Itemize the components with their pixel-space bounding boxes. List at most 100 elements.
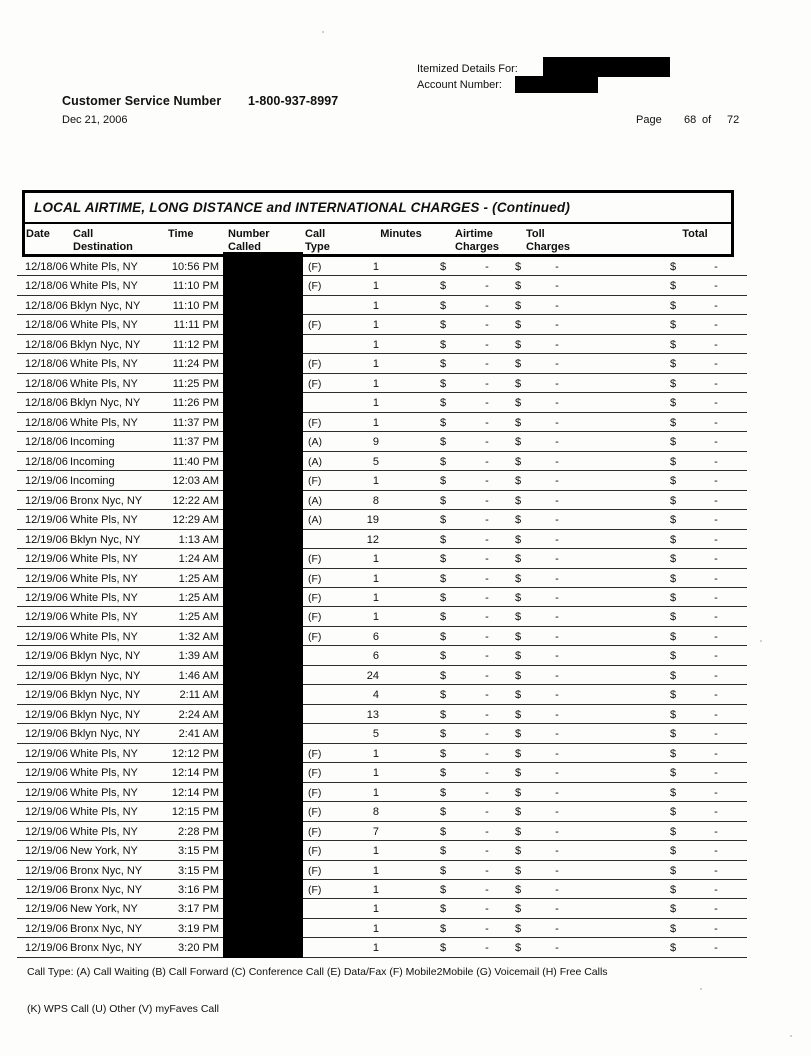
- table-row: 12/18/06 Bklyn Nyc, NY 11:26 PM 1 $ - $ …: [17, 393, 747, 413]
- cell-date: 12/18/06: [25, 436, 68, 449]
- cell-date: 12/19/06: [25, 786, 68, 799]
- table-row: 12/19/06 Bronx Nyc, NY 3:16 PM (F) 1 $ -…: [17, 880, 747, 900]
- cell-airtime-currency: $: [440, 786, 447, 799]
- cell-airtime-amount: -: [485, 728, 489, 741]
- call-type-legend-line1: Call Type: (A) Call Waiting (B) Call For…: [27, 966, 608, 978]
- cell-total-amount: -: [714, 416, 718, 429]
- cell-time: 11:40 PM: [172, 455, 219, 468]
- cell-airtime-amount: -: [485, 708, 489, 721]
- cell-call-destination: New York, NY: [70, 845, 138, 858]
- cell-minutes: 1: [372, 942, 379, 955]
- cell-airtime-amount: -: [485, 261, 489, 273]
- cell-toll-currency: $: [515, 747, 522, 760]
- cell-date: 12/19/06: [25, 903, 68, 916]
- cell-total-currency: $: [670, 942, 677, 955]
- cell-toll-amount: -: [555, 397, 559, 410]
- cell-minutes: 1: [372, 864, 379, 877]
- table-row: 12/18/06 Incoming 11:37 PM (A) 9 $ - $ -…: [17, 432, 747, 452]
- cell-airtime-amount: -: [485, 533, 489, 546]
- table-row: 12/19/06 Bklyn Nyc, NY 2:41 AM 5 $ - $ -…: [17, 724, 747, 744]
- table-row: 12/19/06 White Pls, NY 12:14 PM (F) 1 $ …: [17, 783, 747, 803]
- cell-time: 2:28 PM: [178, 825, 219, 838]
- cell-date: 12/18/06: [25, 455, 68, 468]
- cell-airtime-currency: $: [440, 280, 447, 293]
- cell-airtime-amount: -: [485, 747, 489, 760]
- column-header-minutes: Minutes: [380, 228, 422, 240]
- cell-total-currency: $: [670, 806, 677, 819]
- call-type-legend-line2: (K) WPS Call (U) Other (V) myFaves Call: [27, 1003, 219, 1015]
- cell-call-destination: White Pls, NY: [70, 825, 138, 838]
- cell-toll-currency: $: [515, 358, 522, 371]
- cell-date: 12/19/06: [25, 514, 68, 527]
- table-row: 12/19/06 Bklyn Nyc, NY 1:13 AM 12 $ - $ …: [17, 530, 747, 550]
- cell-time: 1:13 AM: [178, 533, 219, 546]
- cell-date: 12/19/06: [25, 669, 68, 682]
- cell-toll-currency: $: [515, 728, 522, 741]
- cell-time: 1:25 AM: [178, 572, 219, 585]
- table-row: 12/18/06 White Pls, NY 10:56 PM (F) 1 $ …: [17, 257, 747, 277]
- cell-time: 2:11 AM: [179, 689, 219, 702]
- column-header-call-type: Call Type: [305, 228, 330, 253]
- cell-airtime-currency: $: [440, 475, 447, 488]
- cell-toll-currency: $: [515, 845, 522, 858]
- cell-toll-amount: -: [555, 514, 559, 527]
- cell-call-destination: White Pls, NY: [70, 611, 138, 624]
- cell-toll-amount: -: [555, 884, 559, 896]
- table-row: 12/19/06 Bklyn Nyc, NY 1:39 AM 6 $ - $ -…: [17, 646, 747, 666]
- cell-date: 12/19/06: [25, 591, 68, 604]
- cell-date: 12/19/06: [25, 553, 68, 566]
- cell-call-destination: Bronx Nyc, NY: [70, 864, 143, 877]
- cell-time: 12:15 PM: [171, 806, 219, 819]
- cell-airtime-currency: $: [440, 572, 447, 585]
- cell-airtime-amount: -: [485, 825, 489, 838]
- cell-airtime-amount: -: [485, 397, 489, 410]
- cell-minutes: 6: [372, 650, 379, 663]
- cell-minutes: 9: [372, 436, 379, 449]
- cell-date: 12/18/06: [25, 397, 68, 410]
- cell-minutes: 1: [372, 299, 379, 312]
- cell-time: 3:20 PM: [178, 942, 219, 955]
- cell-toll-amount: -: [555, 455, 559, 468]
- table-row: 12/19/06 White Pls, NY 12:15 PM (F) 8 $ …: [17, 802, 747, 822]
- cell-total-amount: -: [714, 572, 718, 585]
- cell-airtime-currency: $: [440, 358, 447, 371]
- charges-table-body: 12/18/06 White Pls, NY 10:56 PM (F) 1 $ …: [17, 257, 747, 958]
- cell-time: 2:41 AM: [178, 728, 219, 741]
- cell-time: 11:24 PM: [172, 358, 219, 371]
- cell-minutes: 1: [372, 747, 379, 760]
- cell-call-type: (A): [308, 494, 322, 507]
- cell-call-destination: New York, NY: [70, 903, 138, 916]
- cell-time: 1:25 AM: [178, 591, 219, 604]
- cell-airtime-amount: -: [485, 767, 489, 780]
- cell-toll-currency: $: [515, 436, 522, 449]
- cell-call-destination: Bklyn Nyc, NY: [70, 397, 141, 410]
- redaction-customer-name: [543, 57, 670, 77]
- page-label: Page: [636, 114, 662, 126]
- cell-time: 3:15 PM: [178, 864, 219, 877]
- cell-time: 11:25 PM: [172, 377, 219, 390]
- redaction-account-number: [515, 76, 598, 93]
- cell-total-currency: $: [670, 455, 677, 468]
- cell-total-amount: -: [714, 786, 718, 799]
- scan-speck: [322, 31, 324, 33]
- cell-airtime-amount: -: [485, 611, 489, 624]
- cell-toll-amount: -: [555, 377, 559, 390]
- cell-total-amount: -: [714, 884, 718, 896]
- cell-toll-currency: $: [515, 319, 522, 332]
- cell-toll-currency: $: [515, 884, 522, 896]
- cell-time: 1:25 AM: [178, 611, 219, 624]
- cell-minutes: 1: [372, 553, 379, 566]
- cell-total-currency: $: [670, 358, 677, 371]
- cell-call-destination: White Pls, NY: [70, 786, 138, 799]
- cell-total-currency: $: [670, 338, 677, 351]
- cell-total-amount: -: [714, 825, 718, 838]
- cell-total-amount: -: [714, 611, 718, 624]
- cell-toll-currency: $: [515, 806, 522, 819]
- cell-airtime-amount: -: [485, 903, 489, 916]
- cell-toll-amount: -: [555, 533, 559, 546]
- cell-airtime-currency: $: [440, 630, 447, 643]
- cell-date: 12/18/06: [25, 299, 68, 312]
- cell-toll-amount: -: [555, 261, 559, 273]
- cell-toll-currency: $: [515, 455, 522, 468]
- cell-minutes: 1: [372, 416, 379, 429]
